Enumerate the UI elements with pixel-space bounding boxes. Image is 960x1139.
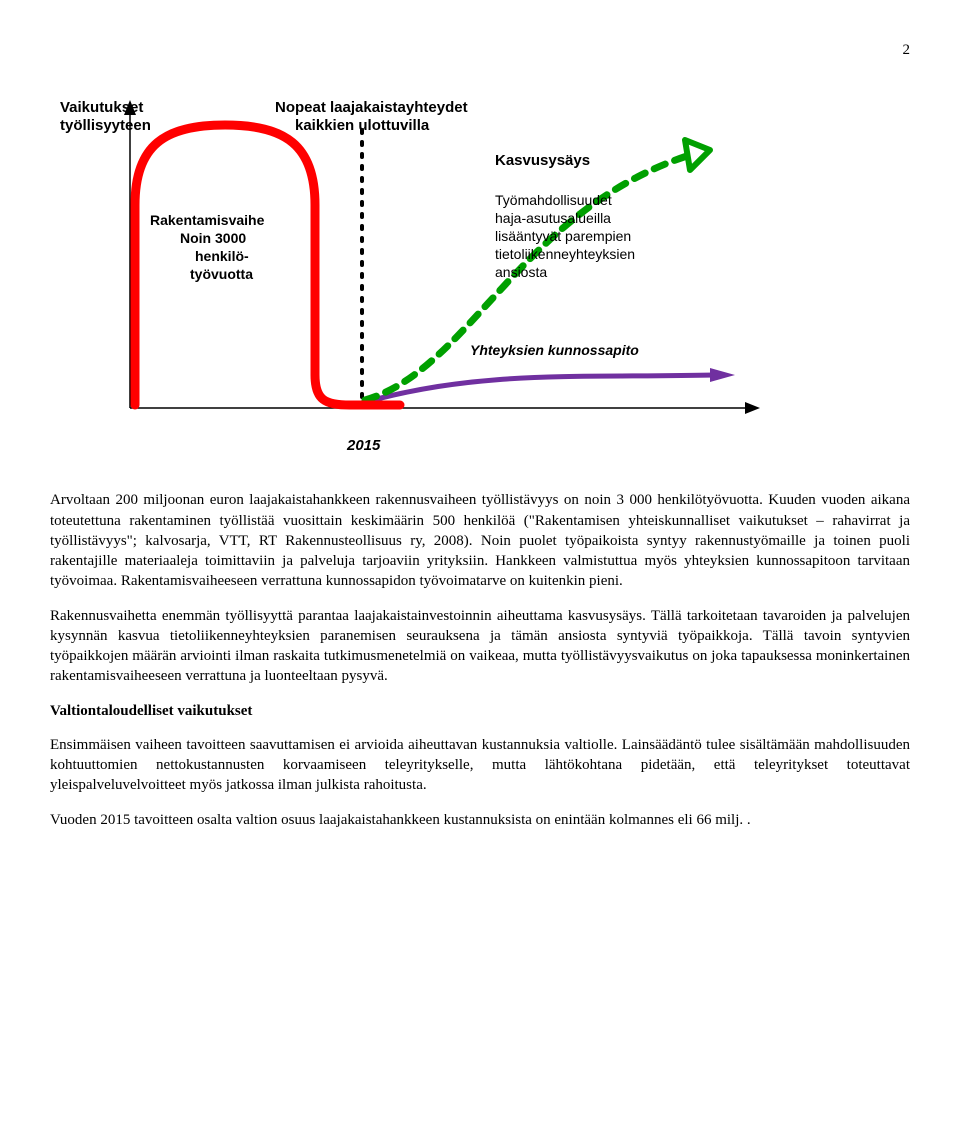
svg-text:Vaikutukset: Vaikutukset <box>60 99 143 116</box>
page-number: 2 <box>50 40 910 60</box>
paragraph-2: Rakennusvaihetta enemmän työllisyyttä pa… <box>50 606 910 687</box>
paragraph-1: Arvoltaan 200 miljoonan euron laajakaist… <box>50 490 910 591</box>
svg-text:ansiosta: ansiosta <box>495 264 547 280</box>
svg-text:Nopeat laajakaistayhteydet: Nopeat laajakaistayhteydet <box>275 99 468 116</box>
chart-svg: Vaikutuksettyöllisyyteen Nopeat laajakais… <box>50 70 810 470</box>
svg-text:Työmahdollisuudet: Työmahdollisuudet <box>495 192 612 208</box>
svg-text:Rakentamisvaihe: Rakentamisvaihe <box>150 212 265 228</box>
section-heading-fiscal: Valtiontaloudelliset vaikutukset <box>50 701 910 721</box>
svg-text:työvuotta: työvuotta <box>190 266 253 282</box>
paragraph-3: Ensimmäisen vaiheen tavoitteen saavuttam… <box>50 735 910 796</box>
paragraph-4: Vuoden 2015 tavoitteen osalta valtion os… <box>50 810 910 830</box>
svg-text:kaikkien ulottuvilla: kaikkien ulottuvilla <box>295 117 430 134</box>
employment-chart: Vaikutuksettyöllisyyteen Nopeat laajakais… <box>50 70 910 470</box>
svg-text:työllisyyteen: työllisyyteen <box>60 117 151 134</box>
svg-text:tietoliikenneyhteyksien: tietoliikenneyhteyksien <box>495 246 635 262</box>
svg-text:2015: 2015 <box>346 437 381 454</box>
svg-text:Noin 3000: Noin 3000 <box>180 230 246 246</box>
svg-text:Yhteyksien kunnossapito: Yhteyksien kunnossapito <box>470 342 639 358</box>
svg-text:Kasvusysäys: Kasvusysäys <box>495 152 590 169</box>
svg-text:haja-asutusalueilla: haja-asutusalueilla <box>495 210 611 226</box>
svg-text:henkilö-: henkilö- <box>195 248 249 264</box>
svg-text:lisääntyvät parempien: lisääntyvät parempien <box>495 228 631 244</box>
